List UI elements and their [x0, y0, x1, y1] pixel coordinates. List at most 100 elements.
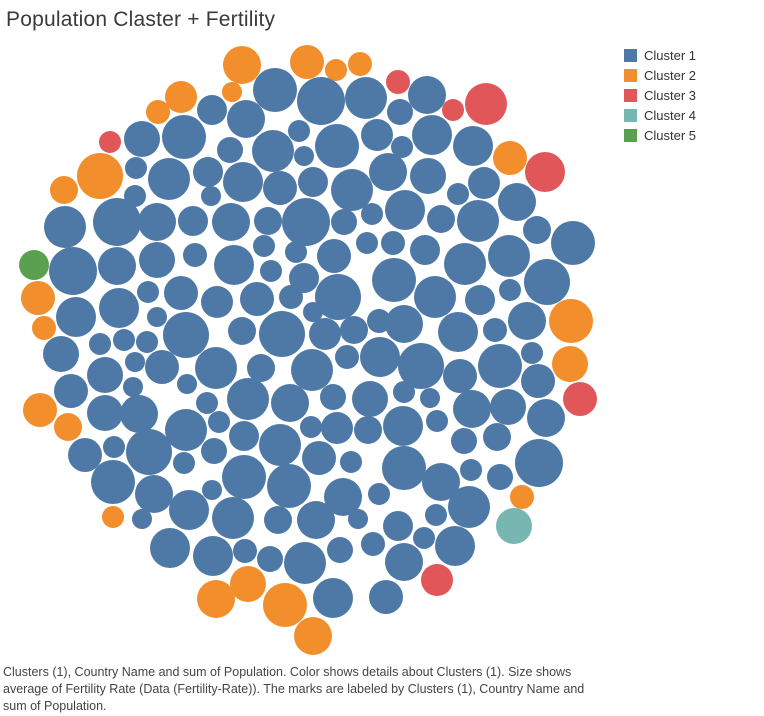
bubble-cluster-1[interactable]: [284, 542, 326, 584]
bubble-cluster-1[interactable]: [487, 464, 513, 490]
legend-item-cluster-2[interactable]: Cluster 2: [624, 65, 696, 85]
bubble-cluster-1[interactable]: [178, 206, 208, 236]
bubble-cluster-1[interactable]: [138, 203, 176, 241]
bubble-cluster-1[interactable]: [393, 381, 415, 403]
bubble-cluster-1[interactable]: [139, 242, 175, 278]
bubble-cluster-1[interactable]: [212, 497, 254, 539]
bubble-cluster-1[interactable]: [197, 95, 227, 125]
bubble-cluster-1[interactable]: [313, 578, 353, 618]
bubble-cluster-1[interactable]: [408, 76, 446, 114]
bubble-cluster-1[interactable]: [271, 384, 309, 422]
bubble-cluster-1[interactable]: [201, 186, 221, 206]
bubble-cluster-1[interactable]: [361, 119, 393, 151]
bubble-cluster-1[interactable]: [126, 429, 172, 475]
bubble-cluster-1[interactable]: [54, 374, 88, 408]
bubble-cluster-1[interactable]: [98, 247, 136, 285]
bubble-cluster-1[interactable]: [135, 475, 173, 513]
bubble-cluster-1[interactable]: [385, 190, 425, 230]
bubble-cluster-1[interactable]: [410, 158, 446, 194]
bubble-cluster-1[interactable]: [87, 357, 123, 393]
bubble-cluster-1[interactable]: [137, 281, 159, 303]
bubble-cluster-1[interactable]: [56, 297, 96, 337]
bubble-cluster-1[interactable]: [132, 509, 152, 529]
bubble-cluster-1[interactable]: [99, 288, 139, 328]
bubble-cluster-1[interactable]: [227, 378, 269, 420]
bubble-cluster-1[interactable]: [340, 316, 368, 344]
bubble-cluster-1[interactable]: [460, 459, 482, 481]
bubble-cluster-1[interactable]: [229, 421, 259, 451]
bubble-cluster-1[interactable]: [302, 441, 336, 475]
bubble-cluster-1[interactable]: [193, 157, 223, 187]
bubble-cluster-1[interactable]: [385, 543, 423, 581]
bubble-cluster-2[interactable]: [348, 52, 372, 76]
bubble-cluster-1[interactable]: [177, 374, 197, 394]
bubble-cluster-1[interactable]: [247, 354, 275, 382]
bubble-cluster-1[interactable]: [212, 203, 250, 241]
bubble-cluster-1[interactable]: [435, 526, 475, 566]
bubble-cluster-4[interactable]: [496, 508, 532, 544]
bubble-cluster-1[interactable]: [551, 221, 595, 265]
bubble-cluster-1[interactable]: [298, 167, 328, 197]
bubble-cluster-1[interactable]: [490, 389, 526, 425]
bubble-cluster-1[interactable]: [521, 342, 543, 364]
bubble-cluster-1[interactable]: [279, 285, 303, 309]
bubble-cluster-1[interactable]: [383, 511, 413, 541]
bubble-cluster-1[interactable]: [391, 136, 413, 158]
bubble-cluster-1[interactable]: [303, 302, 323, 322]
bubble-cluster-1[interactable]: [444, 243, 486, 285]
bubble-cluster-1[interactable]: [468, 167, 500, 199]
bubble-cluster-1[interactable]: [68, 438, 102, 472]
bubble-cluster-1[interactable]: [324, 478, 362, 516]
bubble-cluster-3[interactable]: [99, 131, 121, 153]
bubble-cluster-1[interactable]: [233, 539, 257, 563]
bubble-cluster-1[interactable]: [259, 424, 301, 466]
bubble-cluster-1[interactable]: [420, 388, 440, 408]
bubble-cluster-5[interactable]: [19, 250, 49, 280]
bubble-cluster-2[interactable]: [146, 100, 170, 124]
bubble-cluster-1[interactable]: [348, 509, 368, 529]
bubble-cluster-2[interactable]: [50, 176, 78, 204]
bubble-cluster-1[interactable]: [309, 318, 341, 350]
bubble-cluster-1[interactable]: [451, 428, 477, 454]
bubble-cluster-1[interactable]: [381, 231, 405, 255]
bubble-cluster-1[interactable]: [285, 241, 307, 263]
bubble-cluster-1[interactable]: [124, 121, 160, 157]
bubble-cluster-1[interactable]: [453, 126, 493, 166]
bubble-cluster-1[interactable]: [367, 309, 391, 333]
bubble-cluster-1[interactable]: [488, 235, 530, 277]
bubble-cluster-1[interactable]: [422, 463, 460, 501]
bubble-cluster-1[interactable]: [260, 260, 282, 282]
bubble-cluster-1[interactable]: [335, 345, 359, 369]
bubble-cluster-3[interactable]: [421, 564, 453, 596]
bubble-cluster-1[interactable]: [208, 411, 230, 433]
bubble-cluster-1[interactable]: [300, 416, 322, 438]
bubble-cluster-1[interactable]: [382, 446, 426, 490]
bubble-cluster-1[interactable]: [44, 206, 86, 248]
bubble-cluster-1[interactable]: [483, 423, 511, 451]
bubble-cluster-1[interactable]: [361, 532, 385, 556]
bubble-cluster-2[interactable]: [552, 346, 588, 382]
bubble-cluster-2[interactable]: [230, 566, 266, 602]
bubble-cluster-1[interactable]: [369, 153, 407, 191]
bubble-cluster-2[interactable]: [54, 413, 82, 441]
bubble-cluster-1[interactable]: [438, 312, 478, 352]
bubble-cluster-1[interactable]: [448, 486, 490, 528]
bubble-cluster-1[interactable]: [527, 399, 565, 437]
bubble-cluster-1[interactable]: [288, 120, 310, 142]
bubble-cluster-1[interactable]: [217, 137, 243, 163]
bubble-cluster-1[interactable]: [523, 216, 551, 244]
bubble-cluster-1[interactable]: [457, 200, 499, 242]
bubble-cluster-1[interactable]: [372, 258, 416, 302]
bubble-cluster-1[interactable]: [327, 537, 353, 563]
bubble-cluster-1[interactable]: [368, 483, 390, 505]
bubble-cluster-1[interactable]: [410, 235, 440, 265]
bubble-cluster-1[interactable]: [425, 504, 447, 526]
bubble-cluster-1[interactable]: [515, 439, 563, 487]
bubble-cluster-2[interactable]: [165, 81, 197, 113]
bubble-cluster-1[interactable]: [443, 359, 477, 393]
bubble-cluster-1[interactable]: [103, 436, 125, 458]
bubble-cluster-1[interactable]: [257, 546, 283, 572]
bubble-cluster-1[interactable]: [321, 412, 353, 444]
bubble-cluster-1[interactable]: [201, 286, 233, 318]
bubble-cluster-1[interactable]: [113, 329, 135, 351]
